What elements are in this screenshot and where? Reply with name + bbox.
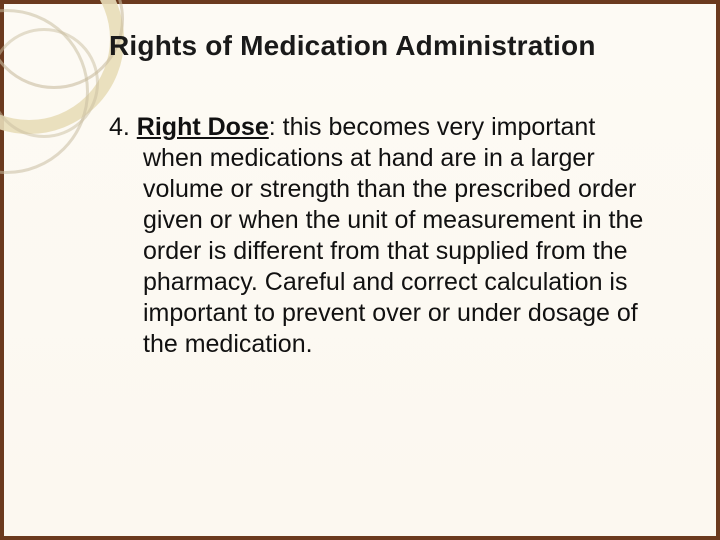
slide: Rights of Medication Administration 4. R… <box>0 0 720 540</box>
item-separator: : <box>269 113 283 141</box>
deco-ring-thin-3 <box>0 28 99 138</box>
body-text: 4. Right Dose: this becomes very importa… <box>109 112 658 360</box>
deco-ring-thin-2 <box>0 9 89 174</box>
item-description: this becomes very important when medicat… <box>143 113 643 358</box>
list-item: 4. Right Dose: this becomes very importa… <box>109 112 658 360</box>
deco-ring-thin-1 <box>0 0 124 89</box>
deco-ring-thick <box>0 0 124 134</box>
item-term: Right Dose <box>137 113 269 141</box>
item-number: 4. <box>109 113 137 141</box>
slide-title: Rights of Medication Administration <box>109 30 676 62</box>
